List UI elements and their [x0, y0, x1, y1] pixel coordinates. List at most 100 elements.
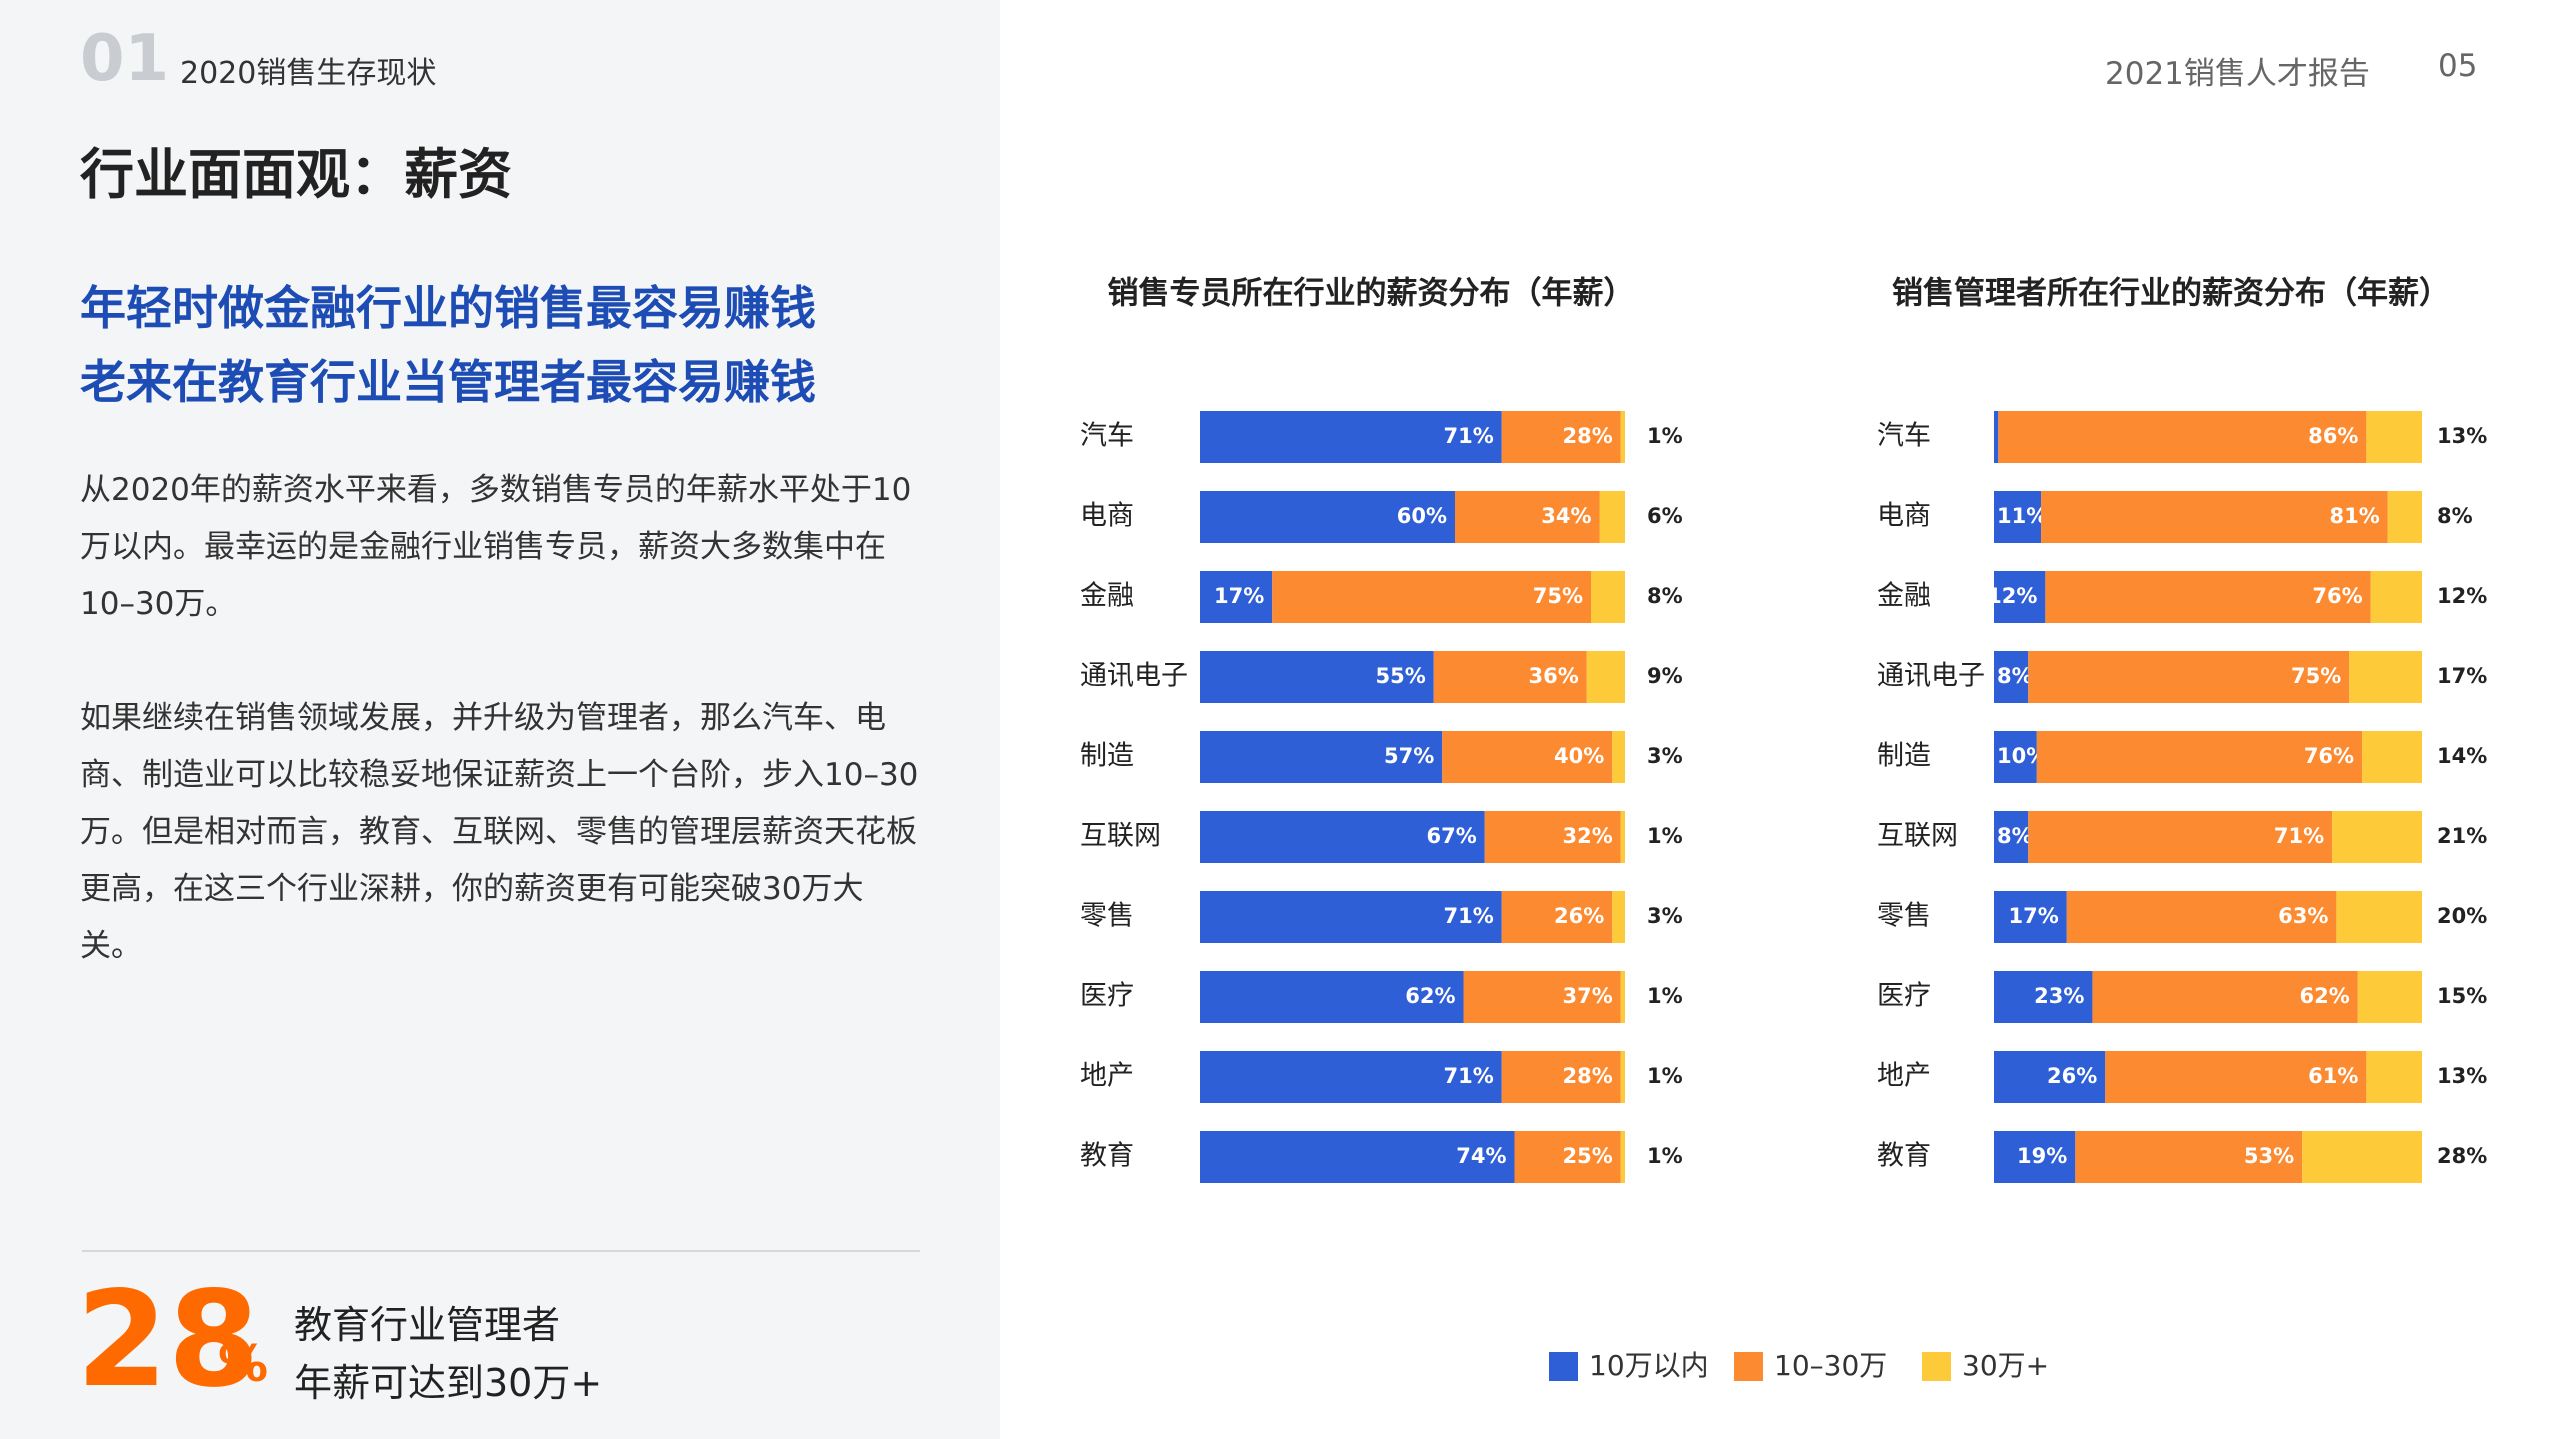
value-label: 3%	[1647, 744, 1683, 768]
value-label: 36%	[1528, 664, 1578, 688]
category-label: 互联网	[1877, 821, 1958, 852]
bar-segment	[2349, 651, 2422, 703]
value-label: 12%	[1987, 584, 2037, 608]
bar-segment	[2045, 571, 2371, 623]
category-label: 制造	[1080, 741, 1134, 772]
bar-segment	[1994, 891, 2067, 943]
bar-segment	[1200, 971, 1464, 1023]
bar-segment	[1612, 731, 1625, 783]
value-label: 28%	[1562, 1064, 1612, 1088]
stat-value: 28	[76, 1263, 260, 1417]
bar-segment	[2302, 1131, 2422, 1183]
category-label: 金融	[1080, 581, 1134, 612]
category-label: 医疗	[1877, 981, 1931, 1012]
legend-label: 10–30万	[1774, 1349, 1887, 1382]
bar-segment	[1272, 571, 1591, 623]
category-label: 地产	[1877, 1061, 1931, 1092]
bar-segment	[1200, 571, 1273, 623]
category-label: 教育	[1080, 1141, 1134, 1172]
page-number: 05	[2438, 48, 2478, 84]
value-label: 34%	[1541, 504, 1591, 528]
category-label: 电商	[1877, 501, 1931, 532]
bar-segment	[2366, 1051, 2422, 1103]
value-label: 19%	[2017, 1144, 2067, 1168]
value-label: 13%	[2437, 424, 2487, 448]
value-label: 57%	[1384, 744, 1434, 768]
stat-caption: 年薪可达到30万+	[294, 1361, 603, 1405]
bar-segment	[2041, 491, 2388, 543]
value-label: 71%	[1443, 1064, 1493, 1088]
bar-segment	[1200, 491, 1455, 543]
bar-segment	[2366, 411, 2422, 463]
bar-segment	[2105, 1051, 2367, 1103]
bar-segment	[1994, 571, 2046, 623]
category-label: 地产	[1080, 1061, 1134, 1092]
value-label: 75%	[1533, 584, 1583, 608]
bar-segment	[1994, 411, 1999, 463]
value-label: 25%	[1562, 1144, 1612, 1168]
divider	[82, 1250, 920, 1252]
value-label: 8%	[1997, 664, 2033, 688]
bar-segment	[1620, 1131, 1625, 1183]
value-label: 8%	[1997, 824, 2033, 848]
value-label: 17%	[2437, 664, 2487, 688]
bar-segment	[1612, 891, 1625, 943]
category-label: 汽车	[1080, 421, 1134, 452]
legend-swatch	[1922, 1352, 1951, 1381]
value-label: 1%	[1647, 424, 1683, 448]
bar-segment	[1514, 1131, 1621, 1183]
stat-unit: %	[218, 1335, 269, 1393]
value-label: 15%	[2437, 984, 2487, 1008]
bar-segment	[1994, 731, 2037, 783]
bar-segment	[1484, 811, 1621, 863]
bar-segment	[1463, 971, 1621, 1023]
value-label: 28%	[2437, 1144, 2487, 1168]
category-label: 电商	[1080, 501, 1134, 532]
category-label: 金融	[1877, 581, 1931, 612]
category-label: 互联网	[1080, 821, 1161, 852]
stat-caption: 教育行业管理者	[294, 1303, 561, 1347]
value-label: 55%	[1375, 664, 1425, 688]
value-label: 23%	[2034, 984, 2084, 1008]
category-label: 制造	[1877, 741, 1931, 772]
value-label: 32%	[1562, 824, 1612, 848]
value-label: 61%	[2308, 1064, 2358, 1088]
legend-label: 10万以内	[1589, 1349, 1709, 1382]
value-label: 26%	[2047, 1064, 2097, 1088]
bar-segment	[2075, 1131, 2303, 1183]
bar-segment	[1998, 411, 2367, 463]
bar-segment	[1620, 971, 1625, 1023]
bar-segment	[2028, 811, 2333, 863]
bar-segment	[2370, 571, 2422, 623]
value-label: 74%	[1456, 1144, 1506, 1168]
value-label: 3%	[1647, 904, 1683, 928]
bar-segment	[2362, 731, 2422, 783]
subtitle: 老来在教育行业当管理者最容易赚钱	[80, 355, 816, 409]
section-title: 2020销售生存现状	[180, 56, 437, 91]
bar-segment	[2332, 811, 2422, 863]
bar-segment	[1994, 491, 2042, 543]
value-label: 17%	[1214, 584, 1264, 608]
bar-segment	[1200, 891, 1502, 943]
value-label: 71%	[1443, 424, 1493, 448]
subtitle: 年轻时做金融行业的销售最容易赚钱	[80, 281, 816, 335]
category-label: 医疗	[1080, 981, 1134, 1012]
value-label: 63%	[2278, 904, 2328, 928]
value-label: 8%	[2437, 504, 2473, 528]
report-title: 2021销售人才报告	[2105, 56, 2370, 92]
legend-swatch	[1549, 1352, 1578, 1381]
value-label: 26%	[1554, 904, 1604, 928]
paragraph: 如果继续在销售领域发展，并升级为管理者，那么汽车、电商、制造业可以比较稳妥地保证…	[80, 700, 919, 964]
category-label: 通讯电子	[1877, 661, 1985, 692]
bar-segment	[2092, 971, 2358, 1023]
bar-segment	[1200, 1131, 1515, 1183]
value-label: 76%	[2304, 744, 2354, 768]
bar-segment	[1442, 731, 1613, 783]
bar-segment	[2036, 731, 2363, 783]
value-label: 13%	[2437, 1064, 2487, 1088]
value-label: 53%	[2244, 1144, 2294, 1168]
bar-segment	[1200, 811, 1485, 863]
value-label: 14%	[2437, 744, 2487, 768]
